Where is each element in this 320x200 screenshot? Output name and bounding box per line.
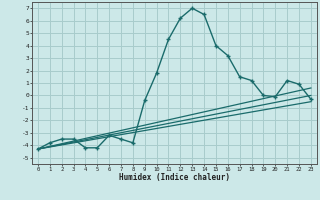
X-axis label: Humidex (Indice chaleur): Humidex (Indice chaleur) bbox=[119, 173, 230, 182]
